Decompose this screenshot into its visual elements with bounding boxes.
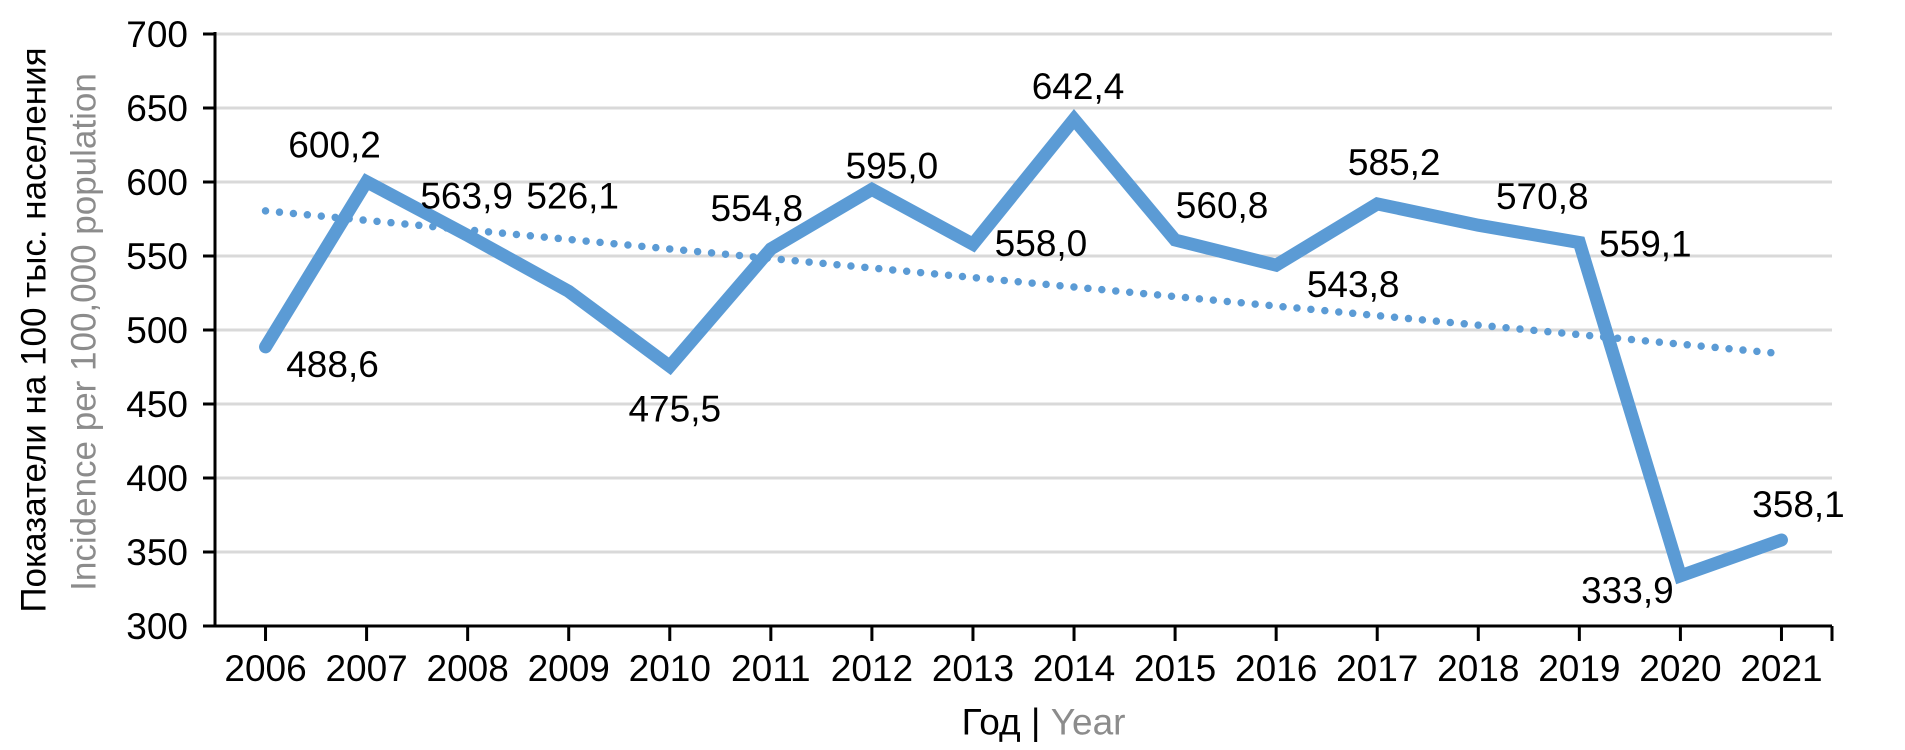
data-label-2014: 642,4 bbox=[1032, 66, 1125, 107]
x-tick-label-2020: 2020 bbox=[1639, 648, 1721, 689]
y-tick-label-450: 450 bbox=[126, 384, 188, 425]
x-axis-title-separator: | bbox=[1020, 701, 1051, 743]
x-tick-label-2018: 2018 bbox=[1437, 648, 1519, 689]
data-label-2018: 570,8 bbox=[1496, 176, 1589, 217]
trendline-dotted bbox=[261, 207, 1786, 358]
x-tick-label-2007: 2007 bbox=[325, 648, 407, 689]
x-tick-label-2013: 2013 bbox=[932, 648, 1014, 689]
data-label-2021: 358,1 bbox=[1752, 484, 1845, 525]
data-label-2011: 554,8 bbox=[711, 188, 804, 229]
y-axis-title-ru: Показатели на 100 тыс. населения bbox=[14, 47, 54, 613]
x-axis-title: Год | Year bbox=[921, 667, 1126, 750]
data-label-2019: 559,1 bbox=[1599, 224, 1692, 265]
x-tick-label-2021: 2021 bbox=[1740, 648, 1822, 689]
y-tick-label-350: 350 bbox=[126, 532, 188, 573]
y-axis-title-en: Incidence per 100,000 population bbox=[64, 73, 104, 591]
data-label-2017: 585,2 bbox=[1348, 142, 1441, 183]
x-tick-label-2011: 2011 bbox=[731, 648, 811, 689]
y-tick-label-550: 550 bbox=[126, 236, 188, 277]
x-axis-title-en: Year bbox=[1050, 701, 1126, 743]
x-tick-label-2017: 2017 bbox=[1336, 648, 1418, 689]
y-tick-label-400: 400 bbox=[126, 458, 188, 499]
x-tick-label-2014: 2014 bbox=[1033, 648, 1115, 689]
data-label-2012: 595,0 bbox=[846, 145, 939, 186]
x-axis-title-ru: Год bbox=[961, 701, 1021, 743]
x-tick-label-2016: 2016 bbox=[1235, 648, 1317, 689]
y-tick-label-500: 500 bbox=[126, 310, 188, 351]
y-tick-label-600: 600 bbox=[126, 162, 188, 203]
x-tick-label-2015: 2015 bbox=[1134, 648, 1216, 689]
data-label-2016: 543,8 bbox=[1307, 264, 1400, 305]
data-label-2015: 560,8 bbox=[1176, 185, 1269, 226]
x-tick-label-2012: 2012 bbox=[831, 648, 913, 689]
incidence-line bbox=[259, 109, 1788, 585]
data-label-2008: 563,9 bbox=[420, 175, 513, 216]
data-label-2009: 526,1 bbox=[526, 175, 619, 216]
x-tick-label-2010: 2010 bbox=[629, 648, 711, 689]
x-tick-label-2008: 2008 bbox=[427, 648, 509, 689]
y-tick-label-300: 300 bbox=[126, 606, 188, 647]
x-tick-label-2009: 2009 bbox=[528, 648, 610, 689]
y-tick-label-650: 650 bbox=[126, 88, 188, 129]
data-label-2020: 333,9 bbox=[1581, 570, 1674, 611]
x-tick-label-2019: 2019 bbox=[1538, 648, 1620, 689]
x-tick-label-2006: 2006 bbox=[224, 648, 306, 689]
data-label-2007: 600,2 bbox=[288, 125, 381, 166]
data-label-2006: 488,6 bbox=[286, 344, 379, 385]
data-label-2013: 558,0 bbox=[995, 223, 1088, 264]
y-tick-label-700: 700 bbox=[126, 14, 188, 55]
data-label-2010: 475,5 bbox=[628, 388, 721, 429]
